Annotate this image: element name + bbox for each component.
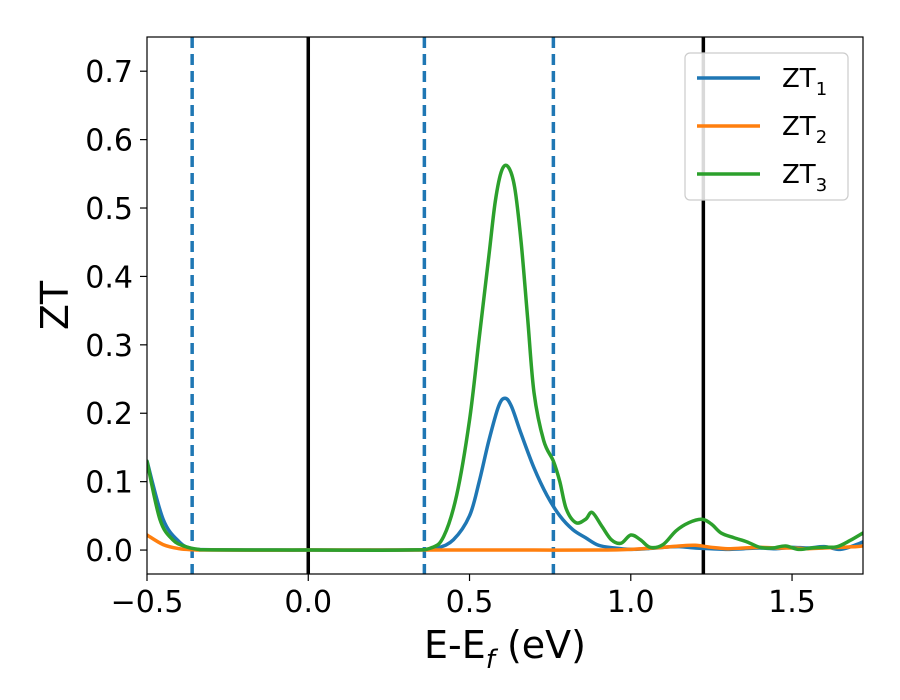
x-tick-label: −0.5 (111, 585, 184, 620)
legend-label-subscript: 2 (816, 127, 827, 148)
y-tick-label: 0.5 (85, 192, 133, 227)
y-tick-label: 0.4 (85, 260, 133, 295)
x-axis: −0.5 0.0 0.5 1.0 1.5 (111, 574, 816, 620)
y-tick-label: 0.3 (85, 329, 133, 364)
x-tick-label: 0.0 (284, 585, 332, 620)
y-tick-label: 0.2 (85, 397, 133, 432)
series-line-zt1 (147, 396, 863, 552)
series-line-zt3 (147, 163, 863, 552)
legend-label-2: ZT2 (782, 112, 827, 148)
legend-box (684, 52, 849, 201)
legend-label-main: ZT (782, 64, 816, 94)
y-tick-label: 0.1 (85, 466, 133, 501)
vertical-reference-lines (190, 37, 706, 574)
x-axis-title-tail: (eV) (495, 623, 586, 667)
series-lines (147, 163, 863, 552)
legend-label-3: ZT3 (782, 160, 827, 196)
y-tick-label: 0.0 (85, 534, 133, 569)
legend-label-1: ZT1 (782, 64, 827, 100)
y-tick-label: 0.7 (85, 55, 133, 90)
legend-label-main: ZT (782, 112, 816, 142)
legend-label-subscript: 1 (816, 79, 827, 100)
y-axis: 0.0 0.1 0.2 0.3 0.4 0.5 0.6 0.7 (85, 55, 147, 569)
y-axis-title: ZT (33, 280, 77, 330)
plot-frame (146, 36, 864, 575)
x-axis-title-main: E-E (424, 623, 486, 667)
x-tick-label: 1.5 (768, 585, 816, 620)
series-line-zt2 (147, 533, 863, 552)
y-tick-label: 0.6 (85, 124, 133, 159)
x-axis-title: E-Ef (eV) (424, 623, 586, 675)
legend-label-main: ZT (782, 160, 816, 190)
legend-label-subscript: 3 (816, 175, 827, 196)
x-tick-label: 1.0 (607, 585, 655, 620)
x-tick-label: 0.5 (446, 585, 494, 620)
